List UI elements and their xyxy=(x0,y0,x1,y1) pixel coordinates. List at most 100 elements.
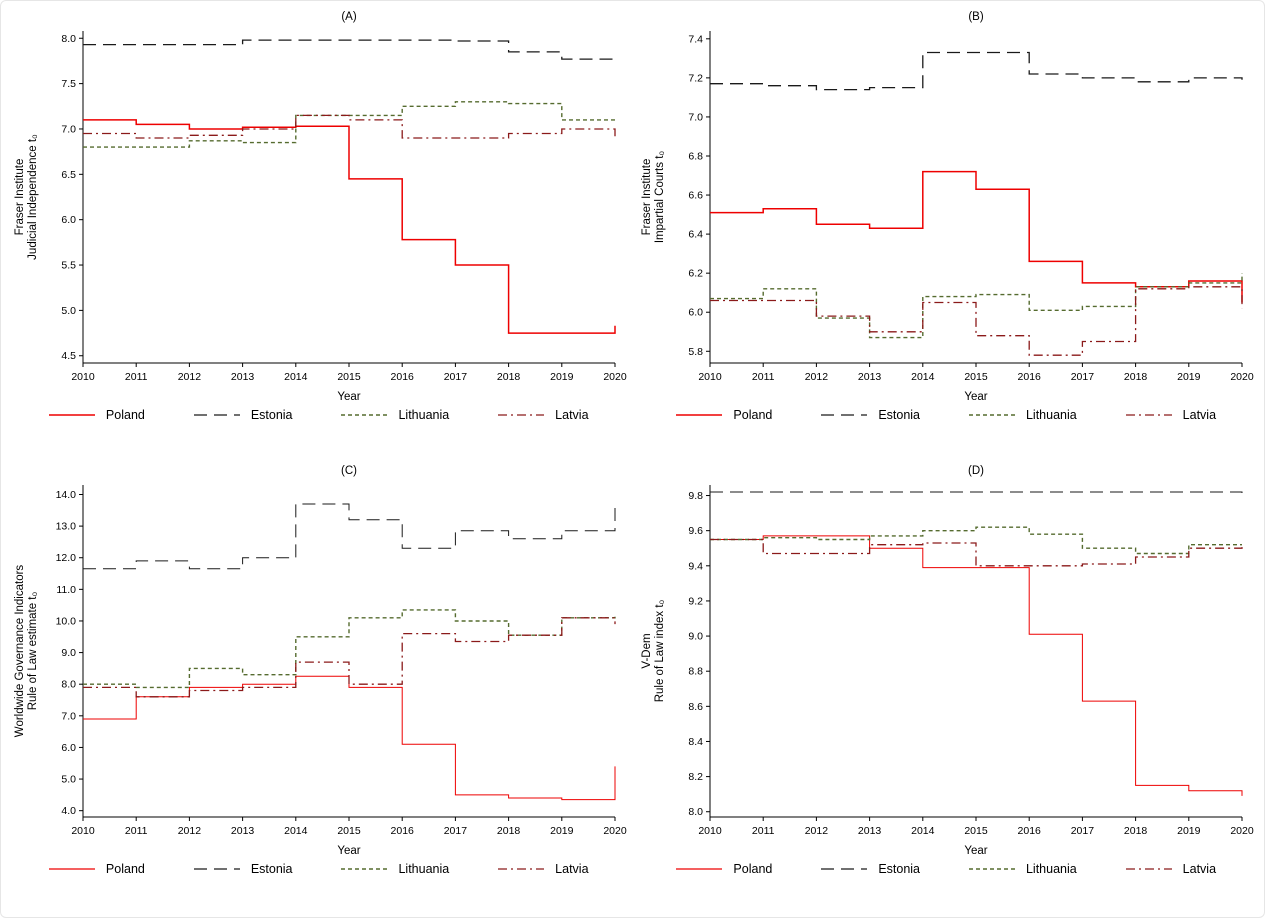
lithuania-line xyxy=(82,101,615,148)
x-tick-label: 2012 xyxy=(177,825,201,837)
legend-item-lithuania: Lithuania xyxy=(341,408,449,422)
y-tick-label: 8.2 xyxy=(689,771,704,783)
chart-a: (A) Fraser Institute Judicial Independence… xyxy=(14,11,627,403)
x-tick-label: 2015 xyxy=(337,825,361,837)
y-tick-label: 4.0 xyxy=(61,805,76,817)
lithuania-line-sample-icon xyxy=(968,868,1015,870)
legend-item-estonia: Estonia xyxy=(821,862,920,876)
y-axis-label-line2: Rule of Law index t₀ xyxy=(654,599,666,702)
poland-line xyxy=(710,535,1243,796)
x-tick-label: 2010 xyxy=(71,371,95,383)
y-axis-label-line1: Fraser Institute xyxy=(641,159,653,236)
x-tick-label: 2015 xyxy=(965,825,989,837)
x-tick-label: 2019 xyxy=(1177,825,1201,837)
y-tick-label: 9.0 xyxy=(689,631,704,643)
y-tick-label: 9.2 xyxy=(689,595,704,607)
legend-item-lithuania: Lithuania xyxy=(968,862,1077,876)
x-tick-label: 2018 xyxy=(497,371,521,383)
estonia-line-sample-icon xyxy=(193,868,240,870)
latvia-line xyxy=(710,538,1243,567)
legend-label-poland: Poland xyxy=(105,408,145,422)
y-tick-label: 7.4 xyxy=(689,33,704,45)
estonia-line-sample-icon xyxy=(821,868,868,870)
legend-label-estonia: Estonia xyxy=(250,408,293,422)
legend-label-latvia: Latvia xyxy=(555,862,589,876)
x-tick-label: 2013 xyxy=(858,825,882,837)
panel-d: (D) V-Dem Rule of Law index t₀ 8.0 8.2 8.4 8.6… xyxy=(633,459,1261,913)
chart-title: (C) xyxy=(341,465,357,477)
lithuania-line-sample-icon xyxy=(341,868,388,870)
lithuania-line xyxy=(82,609,616,689)
legend-item-poland: Poland xyxy=(48,862,145,876)
x-tick-label: 2015 xyxy=(965,371,989,383)
y-tick-label: 5.8 xyxy=(689,346,704,358)
latvia-line-sample-icon xyxy=(498,414,545,416)
x-tick-label: 2011 xyxy=(125,371,148,383)
chart-title: (D) xyxy=(968,465,984,477)
lithuania-line-sample-icon xyxy=(341,414,388,416)
panel-c: (C) Worldwide Governance Indicators Rule o… xyxy=(5,459,633,913)
x-tick-label: 2019 xyxy=(1177,371,1201,383)
latvia-line xyxy=(710,286,1243,356)
y-tick-label: 7.0 xyxy=(61,123,76,135)
legend-item-poland: Poland xyxy=(48,408,145,422)
y-tick-label: 5.5 xyxy=(61,260,76,272)
x-tick-label: 2014 xyxy=(911,371,935,383)
x-tick-label: 2016 xyxy=(1018,825,1042,837)
x-tick-label: 2014 xyxy=(284,371,308,383)
legend-label-estonia: Estonia xyxy=(878,862,921,876)
poland-line xyxy=(710,170,1243,303)
y-tick-label: 7.2 xyxy=(689,72,704,84)
panel-a: (A) Fraser Institute Judicial Independence… xyxy=(5,5,633,459)
x-axis-label: Year xyxy=(337,391,360,403)
poland-line-sample-icon xyxy=(48,414,95,416)
x-tick-label: 2014 xyxy=(911,825,935,837)
x-tick-label: 2013 xyxy=(231,371,255,383)
legend-item-estonia: Estonia xyxy=(821,408,920,422)
y-tick-label: 8.0 xyxy=(689,806,704,818)
y-tick-label: 8.6 xyxy=(689,701,704,713)
x-tick-label: 2017 xyxy=(1071,371,1095,383)
legend-item-estonia: Estonia xyxy=(193,862,293,876)
x-tick-label: 2010 xyxy=(71,825,95,837)
chart-title: (B) xyxy=(969,11,985,23)
legend-item-lithuania: Lithuania xyxy=(341,862,449,876)
x-tick-label: 2012 xyxy=(805,825,829,837)
x-tick-label: 2011 xyxy=(752,825,775,837)
legend-label-poland: Poland xyxy=(733,862,773,876)
y-tick-label: 6.8 xyxy=(689,150,704,162)
x-tick-label: 2013 xyxy=(231,825,255,837)
x-tick-label: 2016 xyxy=(1018,371,1042,383)
x-tick-label: 2017 xyxy=(443,371,467,383)
legend-label-lithuania: Lithuania xyxy=(1025,408,1077,422)
y-tick-label: 13.0 xyxy=(55,521,76,533)
estonia-line xyxy=(710,51,1243,91)
y-tick-label: 7.0 xyxy=(61,710,76,722)
x-tick-label: 2015 xyxy=(337,371,361,383)
y-axis-label-line1: Fraser Institute xyxy=(14,159,26,236)
chart-c: (C) Worldwide Governance Indicators Rule o… xyxy=(14,465,627,857)
legend-label-latvia: Latvia xyxy=(555,408,589,422)
axes xyxy=(709,485,1243,818)
latvia-line-sample-icon xyxy=(1125,414,1172,416)
y-tick-label: 9.0 xyxy=(61,647,76,659)
legend-item-poland: Poland xyxy=(676,408,772,422)
x-tick-label: 2010 xyxy=(699,825,723,837)
legend-item-lithuania: Lithuania xyxy=(968,408,1077,422)
estonia-line-sample-icon xyxy=(821,414,868,416)
x-axis-label: Year xyxy=(965,845,988,857)
x-tick-label: 2016 xyxy=(390,371,414,383)
legend-b: Poland Estonia Lithuania Latvia xyxy=(676,408,1216,422)
y-tick-label: 12.0 xyxy=(55,552,76,564)
y-tick-label: 11.0 xyxy=(56,584,76,596)
latvia-line-sample-icon xyxy=(1125,868,1172,870)
y-tick-label: 4.5 xyxy=(61,350,76,362)
poland-line xyxy=(82,675,616,801)
y-tick-label: 6.0 xyxy=(61,742,76,754)
x-tick-label: 2016 xyxy=(390,825,414,837)
x-axis-label: Year xyxy=(965,391,988,403)
legend-item-poland: Poland xyxy=(676,862,772,876)
x-tick-label: 2020 xyxy=(603,371,627,383)
legend-label-poland: Poland xyxy=(105,862,145,876)
